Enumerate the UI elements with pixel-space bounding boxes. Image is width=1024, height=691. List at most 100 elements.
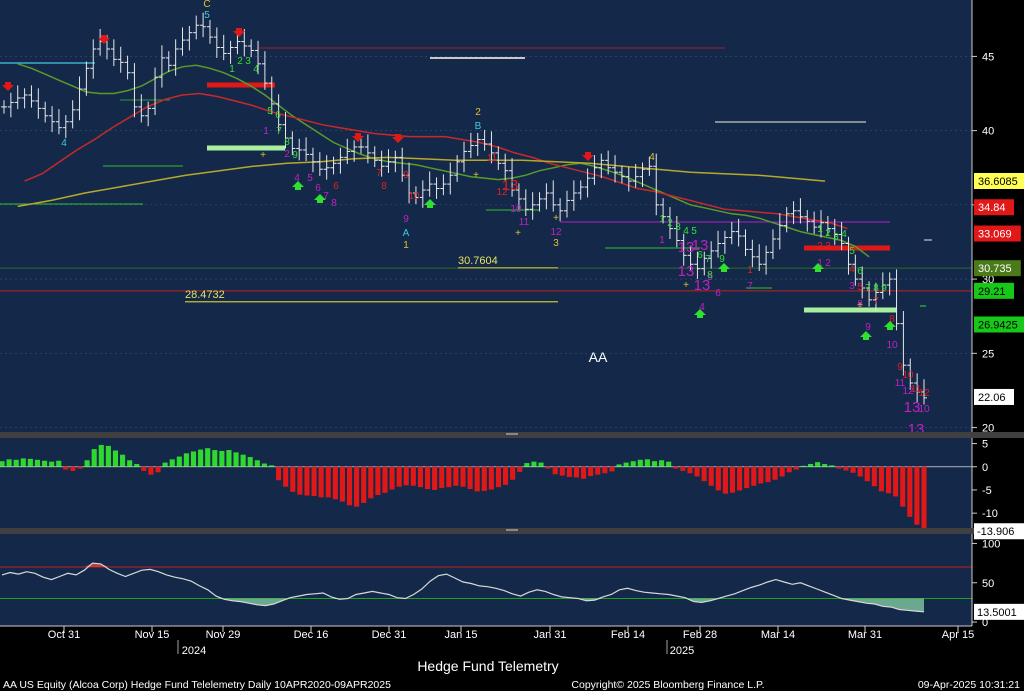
td-marker: 2 bbox=[825, 258, 831, 269]
histogram-bar bbox=[417, 466, 423, 488]
histogram-bar bbox=[169, 459, 175, 467]
td-marker: 13 bbox=[502, 177, 519, 194]
osc-last-value: 13.5001 bbox=[977, 607, 1017, 619]
ticker-label: AA bbox=[589, 349, 608, 365]
histogram-bar bbox=[460, 466, 466, 487]
histogram-bar bbox=[800, 465, 806, 467]
histogram-bar bbox=[538, 462, 544, 467]
td-marker: 5 bbox=[849, 246, 855, 257]
td-marker: 5 bbox=[857, 282, 863, 293]
histogram-bar bbox=[346, 466, 353, 506]
td-marker: 12 bbox=[902, 386, 914, 397]
buy-arrow-icon bbox=[812, 263, 824, 272]
td-marker: 1 bbox=[403, 240, 409, 251]
price-panel-background bbox=[0, 0, 972, 432]
price-label-box bbox=[974, 388, 1014, 405]
td-marker: 7 bbox=[276, 126, 282, 137]
histogram-bar bbox=[205, 448, 211, 467]
price-label-box bbox=[974, 225, 1021, 242]
x-tick-label: Feb 14 bbox=[611, 629, 645, 641]
histogram-bar bbox=[893, 466, 899, 497]
price-y-tick-label: 45 bbox=[982, 51, 994, 63]
histogram-bar bbox=[573, 466, 580, 478]
histogram-bar bbox=[120, 454, 126, 467]
sell-arrow-icon bbox=[233, 28, 245, 37]
histogram-bar bbox=[134, 463, 140, 467]
x-tick-label: Apr 15 bbox=[942, 629, 974, 641]
td-marker: 5 bbox=[204, 10, 210, 21]
histogram-bar bbox=[112, 450, 119, 467]
price-bars bbox=[1, 12, 927, 405]
buy-arrow-icon bbox=[694, 309, 706, 318]
td-marker: 13 bbox=[678, 239, 695, 256]
histogram-bar bbox=[488, 466, 494, 490]
x-tick-label: Mar 14 bbox=[761, 629, 795, 641]
histogram-bar bbox=[297, 466, 303, 495]
histogram-bar bbox=[226, 450, 232, 467]
histogram-bar bbox=[354, 466, 360, 507]
histogram-bar bbox=[765, 466, 771, 483]
sell-arrow-icon bbox=[98, 35, 110, 44]
td-marker: 7 bbox=[865, 283, 871, 294]
histogram-bar bbox=[644, 459, 650, 467]
histogram-bar bbox=[162, 462, 168, 467]
histogram-bar bbox=[779, 466, 785, 477]
moving-averages bbox=[17, 63, 870, 258]
histogram-bar bbox=[829, 465, 835, 467]
histogram-bar bbox=[212, 450, 218, 467]
sell-arrow-icon bbox=[2, 82, 14, 91]
td-marker: 9 bbox=[403, 170, 409, 181]
osc-y-tick-label: 100 bbox=[982, 538, 1000, 550]
histogram-bar bbox=[495, 466, 502, 488]
histogram-bar bbox=[857, 466, 863, 477]
histogram-bar bbox=[744, 466, 750, 489]
histogram-bar bbox=[552, 466, 558, 475]
histogram-bar bbox=[531, 461, 537, 467]
histogram-bar bbox=[70, 466, 76, 471]
td-marker: 4 bbox=[849, 264, 855, 275]
histogram-bar bbox=[382, 466, 388, 493]
buy-arrow-icon bbox=[424, 199, 436, 208]
histogram-bar bbox=[318, 466, 324, 498]
td-marker: A bbox=[403, 228, 410, 239]
histogram-bar bbox=[389, 466, 395, 490]
histogram-bar bbox=[446, 466, 452, 488]
histogram-bar bbox=[474, 466, 480, 492]
histogram-bar bbox=[148, 466, 154, 475]
histogram-bar bbox=[247, 457, 253, 467]
histogram-bar bbox=[595, 466, 601, 475]
td-marker: 10 bbox=[918, 404, 930, 415]
histogram-bar bbox=[815, 462, 821, 467]
histogram-bar bbox=[807, 463, 814, 467]
td-marker: + bbox=[473, 170, 479, 181]
price-label: 34.84 bbox=[978, 202, 1006, 214]
histogram-bar bbox=[219, 450, 225, 467]
td-marker: 4 bbox=[649, 152, 655, 163]
x-tick-label: Jan 31 bbox=[533, 629, 566, 641]
histogram-bar bbox=[311, 466, 317, 496]
histogram-bar bbox=[836, 466, 842, 469]
buy-arrow-icon bbox=[292, 181, 304, 190]
histogram-bar bbox=[467, 466, 473, 490]
histogram-bar bbox=[623, 462, 629, 467]
td-marker: 1 bbox=[659, 214, 665, 225]
histogram-bar bbox=[254, 460, 260, 467]
histogram-bar bbox=[63, 466, 69, 470]
histogram-bar bbox=[276, 466, 282, 481]
td-marker: 11 bbox=[487, 153, 498, 164]
sell-arrow-icon bbox=[582, 152, 594, 161]
histogram-bar bbox=[77, 466, 83, 469]
histogram-bar bbox=[503, 466, 509, 485]
td-marker: 3 bbox=[825, 241, 831, 252]
td-marker: 6 bbox=[333, 181, 339, 192]
td-marker: 7 bbox=[873, 296, 879, 307]
td-marker: 11 bbox=[519, 217, 530, 228]
grid-lines bbox=[0, 56, 972, 428]
td-marker: 4 bbox=[683, 226, 689, 237]
td-marker: 6 bbox=[315, 183, 321, 194]
td-marker: 6 bbox=[857, 266, 863, 277]
td-marker: 3 bbox=[245, 56, 251, 67]
td-marker: 10 bbox=[510, 204, 522, 215]
histogram-bar bbox=[84, 460, 90, 467]
